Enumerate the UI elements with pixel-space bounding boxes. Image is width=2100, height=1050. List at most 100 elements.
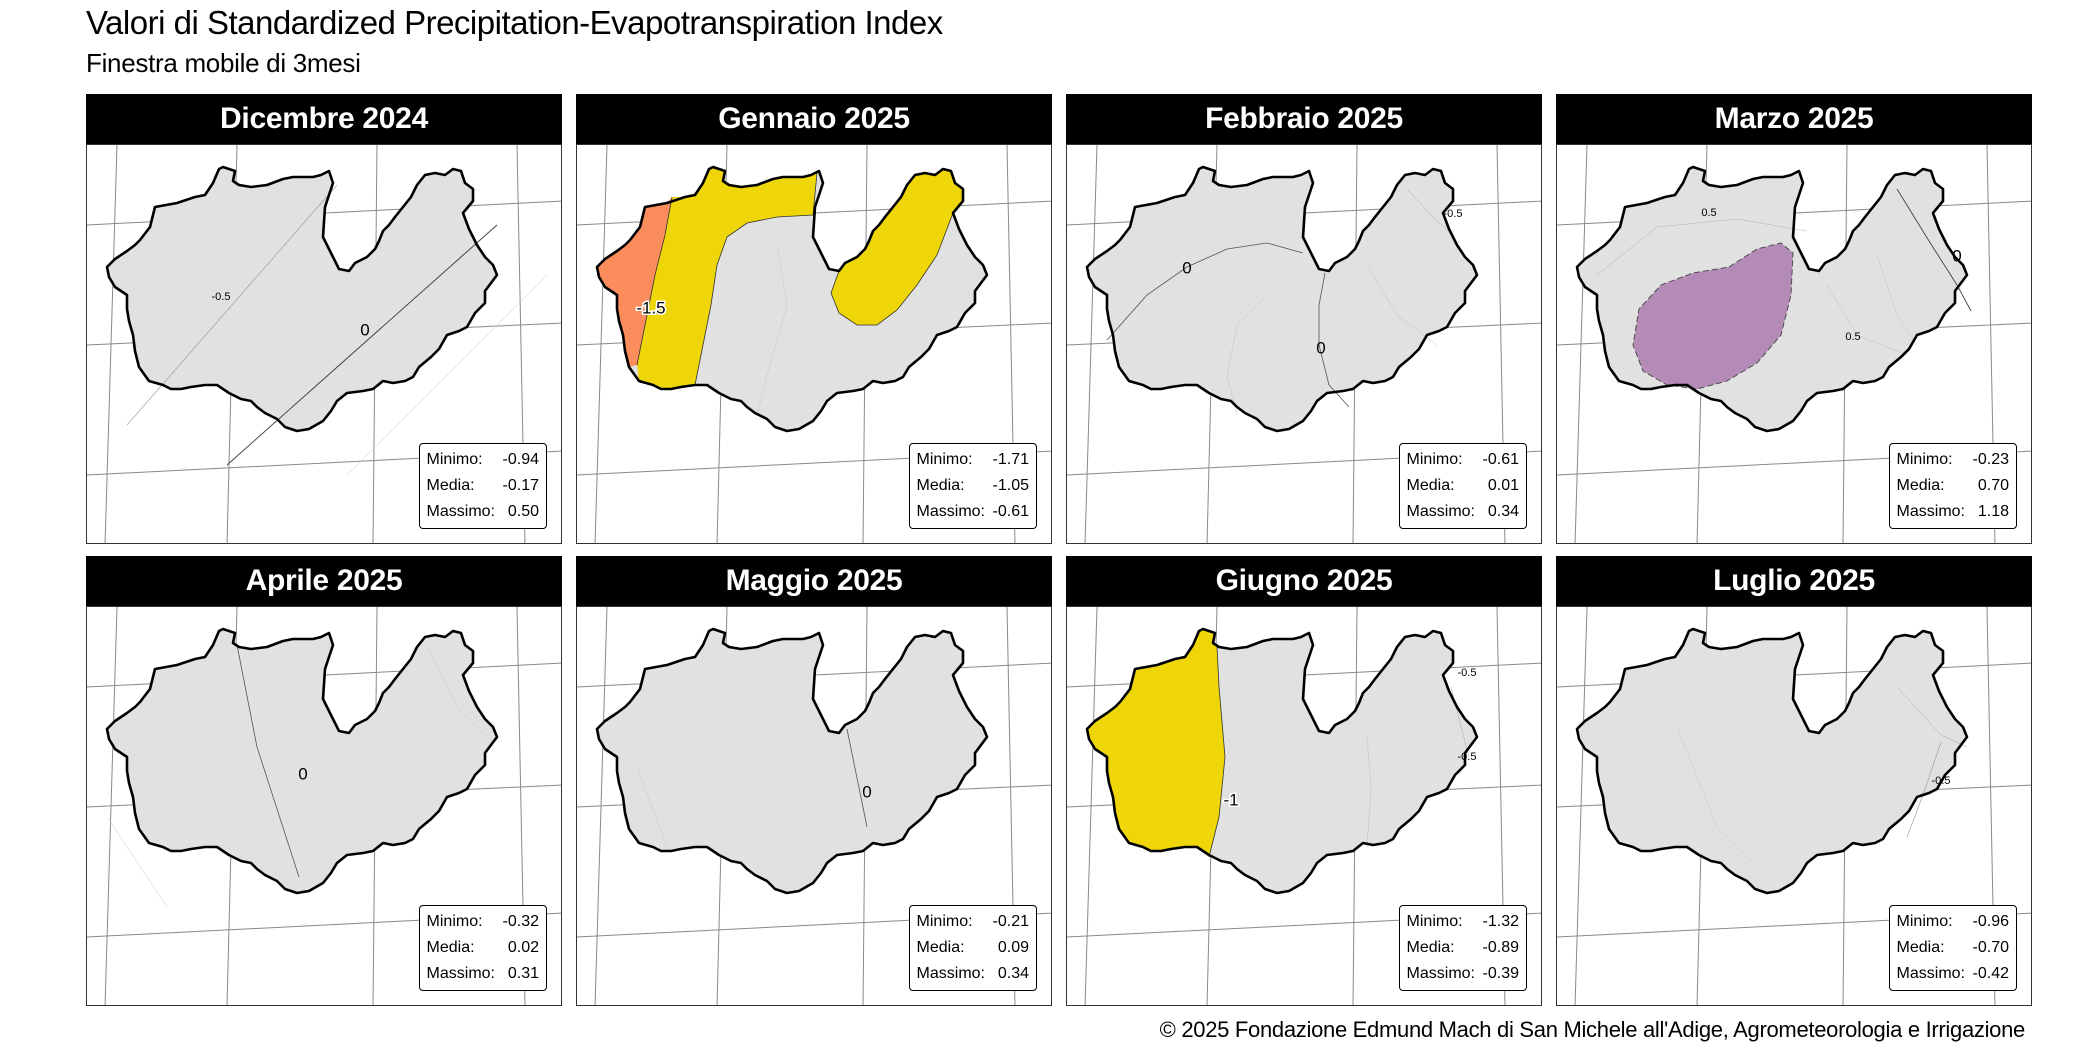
stat-value: -0.39: [1482, 965, 1519, 982]
region-boundary: [595, 627, 989, 895]
stat-row-min: Minimo: -1.32: [1407, 909, 1519, 935]
spei-map: -1.5 Minimo: -1.71 Media: -1.05 Massimo: -0.61: [576, 144, 1052, 544]
map-panel-maggio-2025: Maggio 2025 0 Minimo: -0.21 Media: 0.09 Massim…: [576, 556, 1052, 1006]
stat-label: Massimo:: [1896, 503, 1965, 520]
contour-line: [846, 728, 868, 828]
stat-label: Minimo:: [1406, 913, 1463, 930]
contour-line: [1596, 218, 1808, 276]
map-canvas: -0.5 0 0: [1067, 145, 1541, 543]
stat-label: Minimo:: [916, 451, 973, 468]
stat-value: 0.01: [1487, 477, 1519, 494]
contour-line: [1896, 188, 1972, 312]
contour-line: [636, 766, 668, 848]
region-fill: [107, 629, 497, 893]
panel-month-header: Giugno 2025: [1066, 556, 1542, 606]
spei-map: -0.5 0 Minimo: -0.94 Media: -0.17 Massimo: 0.50: [86, 144, 562, 544]
region-fill: [107, 167, 497, 431]
stat-value: -0.70: [1972, 939, 2009, 956]
spei-map: 0 Minimo: -0.21 Media: 0.09 Massimo: 0.34: [576, 606, 1052, 1006]
stat-value: -0.61: [1482, 451, 1519, 468]
chart-title: Valori di Standardized Precipitation-Eva…: [86, 4, 943, 41]
stat-value: -0.42: [1972, 965, 2009, 982]
graticule-line: [1084, 145, 1098, 543]
region-boundary: [105, 165, 499, 433]
stat-row-max: Massimo: 1.18: [1897, 499, 2009, 525]
spei-map: -0.5 Minimo: -0.96 Media: -0.70 Massimo: -0.42: [1556, 606, 2032, 1006]
stat-label: Media:: [916, 477, 965, 494]
stat-value: 0.09: [997, 939, 1029, 956]
stat-row-mean: Media: -0.89: [1407, 935, 1519, 961]
contour-line: [694, 172, 818, 386]
stats-box: Minimo: -0.32 Media: 0.02 Massimo: 0.31: [418, 905, 547, 991]
spei-zone-severely-dry: [597, 197, 672, 367]
spei-zone-moderately-dry: [831, 169, 963, 325]
region-boundary: [1575, 165, 1969, 433]
stat-row-min: Minimo: -0.21: [917, 909, 1029, 935]
stat-row-min: Minimo: -0.61: [1407, 447, 1519, 473]
stat-label: Massimo:: [916, 965, 985, 982]
graticule-line: [104, 145, 118, 543]
spei-map: 0.5 0 0.5 Minimo: -0.23 Media: 0.70 Massimo: 1.1…: [1556, 144, 2032, 544]
graticule-line: [594, 607, 608, 1005]
stat-value: -1.32: [1482, 913, 1519, 930]
map-canvas: -0.5: [1557, 607, 2031, 1005]
panel-month-header: Luglio 2025: [1556, 556, 2032, 606]
contour-line: [426, 646, 488, 738]
stat-row-mean: Media: -1.05: [917, 473, 1029, 499]
contour-line: [1826, 284, 1908, 356]
contour-line: [226, 224, 498, 466]
panel-month-header: Marzo 2025: [1556, 94, 2032, 144]
contour-label: -0.5: [1444, 208, 1463, 220]
stat-row-max: Massimo: -0.39: [1407, 961, 1519, 987]
map-panel-luglio-2025: Luglio 2025 -0.5 Minimo: -0.96 Media: -0.70 Ma…: [1556, 556, 2032, 1006]
stat-label: Minimo:: [1406, 451, 1463, 468]
region-boundary: [1575, 627, 1969, 895]
contour-label: 0: [862, 782, 871, 801]
contour-line: [106, 816, 168, 908]
stat-label: Minimo:: [1896, 451, 1953, 468]
contour-label: -0.5: [1458, 667, 1477, 679]
region-fill: [1577, 629, 1967, 893]
stat-label: Minimo:: [1896, 913, 1953, 930]
panel-month-header: Dicembre 2024: [86, 94, 562, 144]
contour-line: [1406, 188, 1454, 236]
copyright-credit: © 2025 Fondazione Edmund Mach di San Mic…: [1159, 1017, 2026, 1042]
map-canvas: 0: [87, 607, 561, 1005]
spei-map: -0.5 -0.5 -1 Minimo: -1.32 Media: -0.89 Massimo…: [1066, 606, 1542, 1006]
region-boundary: [1085, 627, 1479, 895]
stat-label: Media:: [426, 939, 475, 956]
stat-label: Massimo:: [1406, 503, 1475, 520]
stats-box: Minimo: -0.96 Media: -0.70 Massimo: -0.42: [1888, 905, 2017, 991]
stat-label: Media:: [1896, 477, 1945, 494]
chart-subtitle: Finestra mobile di 3mesi: [86, 48, 361, 78]
stat-row-max: Massimo: -0.42: [1897, 961, 2009, 987]
stat-label: Media:: [916, 939, 965, 956]
graticule-line: [1574, 607, 1588, 1005]
map-canvas: 0: [577, 607, 1051, 1005]
stat-label: Media:: [426, 477, 475, 494]
graticule-line: [1574, 145, 1588, 543]
stat-row-max: Massimo: 0.31: [427, 961, 539, 987]
stat-row-mean: Media: 0.09: [917, 935, 1029, 961]
contour-label: -0.5: [1932, 775, 1951, 787]
panel-month-header: Aprile 2025: [86, 556, 562, 606]
stat-row-max: Massimo: -0.61: [917, 499, 1029, 525]
panel-month-header: Gennaio 2025: [576, 94, 1052, 144]
region-fill: [597, 629, 987, 893]
stat-value: -0.61: [992, 503, 1029, 520]
stat-label: Media:: [1406, 477, 1455, 494]
contour-line: [636, 196, 673, 366]
stat-value: -0.23: [1972, 451, 2009, 468]
contour-label: 0.5: [1701, 207, 1716, 219]
contour-label: -1: [1223, 790, 1238, 809]
stat-label: Minimo:: [916, 913, 973, 930]
stat-label: Media:: [1406, 939, 1455, 956]
stats-box: Minimo: -0.94 Media: -0.17 Massimo: 0.50: [418, 443, 547, 529]
panel-month-header: Maggio 2025: [576, 556, 1052, 606]
contour-line: [346, 274, 548, 476]
stat-value: 0.31: [507, 965, 539, 982]
map-canvas: 0.5 0 0.5: [1557, 145, 2031, 543]
panel-month-header: Febbraio 2025: [1066, 94, 1542, 144]
stat-row-max: Massimo: 0.34: [917, 961, 1029, 987]
stat-row-min: Minimo: -0.94: [427, 447, 539, 473]
